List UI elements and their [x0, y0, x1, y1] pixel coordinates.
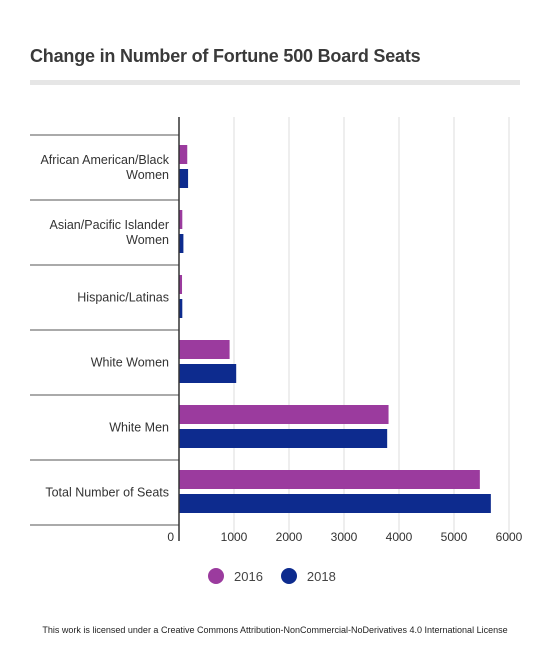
category-label-line: White Men [109, 421, 169, 435]
category-label-line: Women [126, 233, 169, 247]
category-label-line: White Women [91, 356, 169, 370]
category-label: African American/Black Women [40, 153, 169, 182]
bar-2016 [179, 405, 389, 424]
bar-2018 [179, 234, 184, 253]
bar-2018 [179, 169, 189, 188]
x-tick-label: 6000 [496, 530, 523, 544]
x-tick-label: 1000 [221, 530, 248, 544]
category-label: White Women [91, 356, 169, 370]
legend-item-2018: 2018 [280, 568, 336, 584]
bar-2016 [179, 210, 183, 229]
category-label-line: African American/Black [40, 153, 169, 167]
x-tick-label: 2000 [276, 530, 303, 544]
x-tick-label: 0 [167, 530, 174, 544]
bar-2018 [179, 494, 491, 513]
category-label: White Men [109, 421, 169, 435]
legend-label-2018: 2018 [306, 568, 336, 584]
legend-swatch-2018 [280, 568, 297, 584]
bar-2018 [179, 429, 388, 448]
bar-2016 [179, 340, 230, 359]
category-label-line: Women [126, 168, 169, 182]
chart-title: Change in Number of Fortune 500 Board Se… [30, 46, 421, 66]
category-label: Hispanic/Latinas [77, 291, 169, 305]
bar-2018 [179, 299, 183, 318]
legend-swatch-2016 [208, 568, 224, 584]
license-footer: This work is licensed under a Creative C… [42, 625, 508, 635]
x-tick-label: 5000 [441, 530, 468, 544]
category-label: Asian/Pacific Islander Women [49, 218, 169, 247]
title-divider [30, 80, 520, 85]
legend-label-2016: 2016 [234, 568, 263, 584]
x-tick-label: 3000 [331, 530, 358, 544]
bar-2016 [179, 470, 480, 489]
legend-item-2016: 2016 [208, 568, 263, 584]
category-label-line: Hispanic/Latinas [77, 291, 169, 305]
bar-2016 [179, 275, 183, 294]
category-label-line: Asian/Pacific Islander [49, 218, 169, 232]
bar-2016 [179, 145, 188, 164]
bar-chart: African American/Black WomenAsian/Pacific… [30, 117, 523, 544]
category-label: Total Number of Seats [45, 486, 169, 500]
bar-2018 [179, 364, 237, 383]
x-tick-label: 4000 [386, 530, 413, 544]
chart-legend: 2016 2018 [208, 568, 354, 584]
category-label-line: Total Number of Seats [45, 486, 169, 500]
